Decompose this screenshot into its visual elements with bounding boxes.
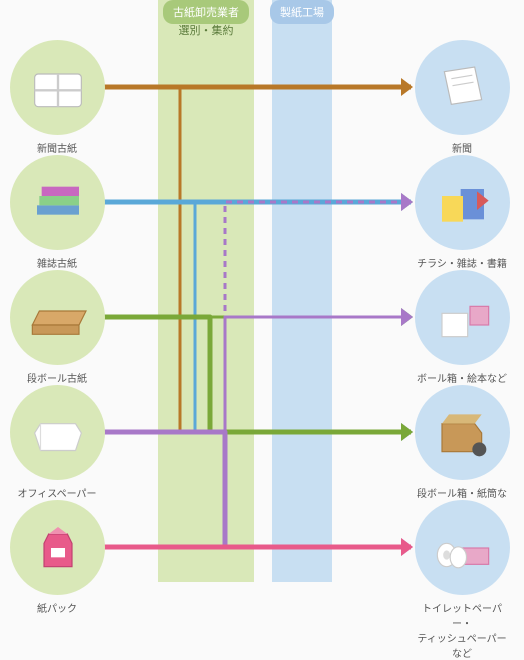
paper-box-icon	[23, 398, 93, 468]
node-office	[10, 385, 105, 480]
milk-carton-icon	[23, 513, 93, 583]
arrow-cardboard-to-corr-out	[104, 317, 411, 432]
cardboard-flat-icon	[23, 283, 93, 353]
newspaper-icon	[428, 53, 498, 123]
label-newspaper: 新聞古紙	[10, 140, 104, 155]
tissue-icon	[428, 513, 498, 583]
node-corr-out	[415, 385, 510, 480]
boxes-icon	[428, 283, 498, 353]
newspaper-bundle-icon	[23, 53, 93, 123]
node-magazine	[10, 155, 105, 250]
label-tissue-out: トイレットペーパー・ ティッシュペーパーなど	[415, 600, 509, 660]
arrow-office-to-box-out	[104, 317, 411, 432]
arrow-magazine-to-corr-out	[104, 202, 411, 432]
node-milkpack	[10, 500, 105, 595]
arrow-newspaper-to-corr-out	[104, 87, 411, 432]
arrow-magazine-to-box-out	[104, 202, 411, 317]
mill-header: 製紙工場	[270, 0, 334, 24]
label-cardboard: 段ボール古紙	[10, 370, 104, 385]
wholesaler-sublabel: 選別・集約	[179, 22, 234, 38]
corrugated-icon	[428, 398, 498, 468]
node-tissue-out	[415, 500, 510, 595]
books-flyers-icon	[428, 168, 498, 238]
node-box-out	[415, 270, 510, 365]
arrow-office-to-tissue-out	[104, 432, 411, 547]
node-cardboard	[10, 270, 105, 365]
node-flyer-out	[415, 155, 510, 250]
arrow-office-to-flyer-out	[104, 202, 411, 432]
node-news-out	[415, 40, 510, 135]
wholesaler-header: 古紙卸売業者	[163, 0, 249, 24]
node-newspaper	[10, 40, 105, 135]
mill-band	[272, 0, 332, 582]
label-news-out: 新聞	[415, 140, 509, 155]
wholesaler-band	[158, 0, 254, 582]
label-milkpack: 紙パック	[10, 600, 104, 615]
arrow-newspaper-to-flyer-out	[104, 87, 411, 202]
label-box-out: ボール箱・絵本など	[415, 370, 509, 385]
label-office: オフィスペーパー	[10, 485, 104, 500]
label-magazine: 雑誌古紙	[10, 255, 104, 270]
magazine-stack-icon	[23, 168, 93, 238]
